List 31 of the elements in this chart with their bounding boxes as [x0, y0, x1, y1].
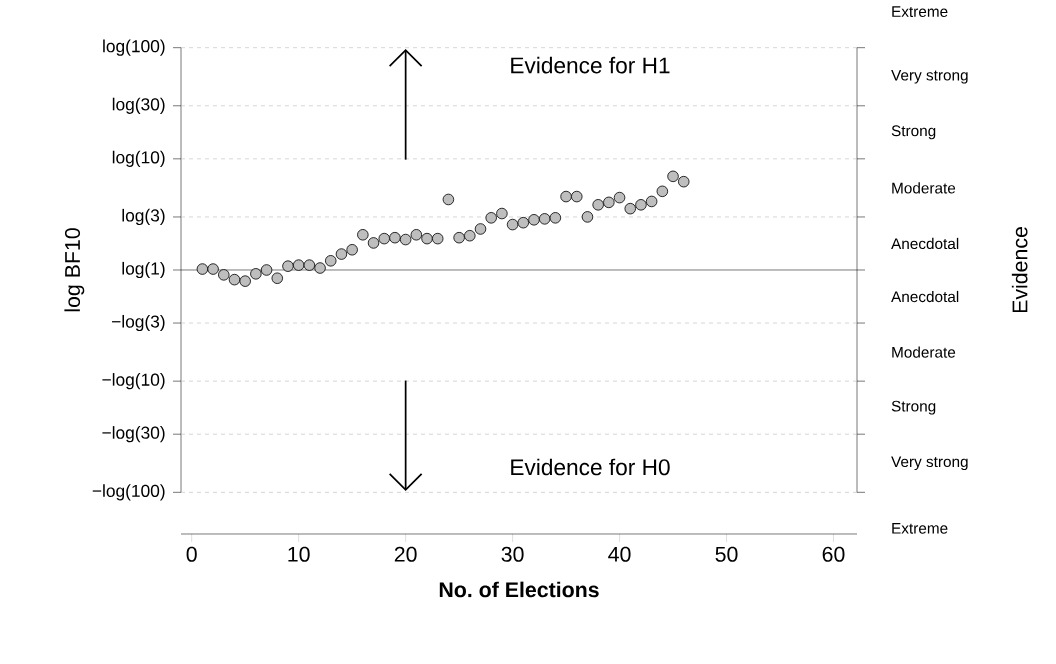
- x-tick-label: 60: [822, 546, 845, 562]
- y-axis-title: log BF10: [64, 228, 85, 312]
- ref-line-label: −log(30): [102, 426, 165, 443]
- text: Extreme: [892, 523, 948, 534]
- text: Evidence for H0: [511, 458, 670, 476]
- x-axis-title: No. of Elections: [439, 581, 599, 598]
- x-tick-label: 0: [186, 546, 197, 562]
- text: Very strong: [891, 456, 968, 471]
- x-tick-label: 30: [501, 546, 524, 562]
- ref-line-label: log(30): [112, 97, 165, 114]
- x-tick-label: 20: [394, 546, 417, 562]
- ref-line-label: −log(100): [92, 484, 165, 501]
- x-tick-label: 50: [715, 546, 738, 562]
- text: Moderate: [892, 346, 956, 358]
- ref-line-label: log(1): [122, 261, 165, 279]
- ref-line-label: log(3): [122, 208, 165, 226]
- text: Extreme: [892, 6, 948, 17]
- text: Strong: [891, 125, 936, 140]
- text: Moderate: [892, 182, 956, 194]
- x-tick-label: 10: [288, 546, 310, 562]
- text: Anecdotal: [891, 290, 959, 303]
- x-tick-label: 40: [608, 546, 631, 562]
- text: Evidence for H1: [511, 56, 670, 74]
- ref-line-label: log(10): [112, 150, 165, 167]
- ref-line-label: −log(3): [112, 314, 165, 332]
- text: Evidence: [1011, 227, 1028, 313]
- ref-line-label: log(100): [103, 39, 165, 56]
- text: Anecdotal: [891, 237, 959, 250]
- ref-line-label: −log(10): [102, 373, 165, 390]
- text: Strong: [891, 400, 936, 415]
- text: Very strong: [891, 69, 968, 84]
